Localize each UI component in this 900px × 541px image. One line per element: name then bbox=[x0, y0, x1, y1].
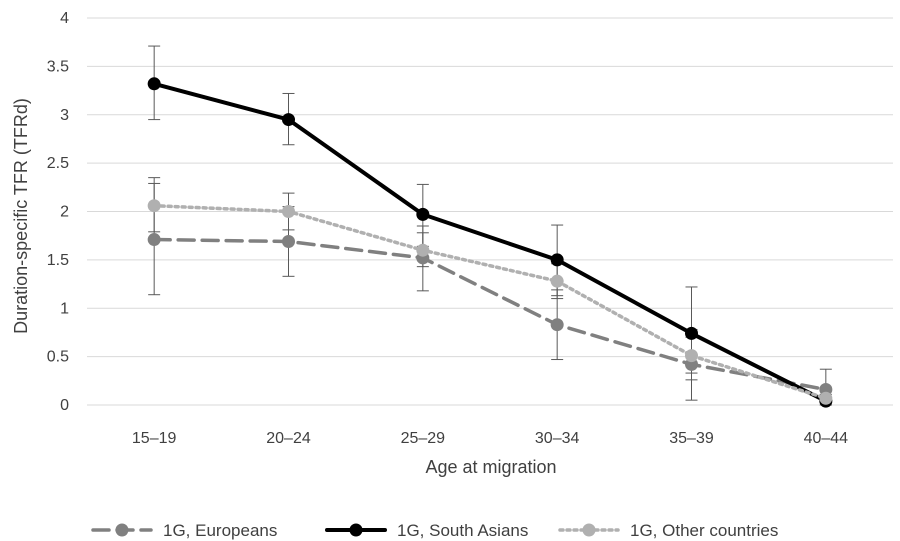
series-markers bbox=[147, 77, 833, 408]
data-point bbox=[282, 205, 295, 218]
y-tick-label: 1.5 bbox=[47, 252, 69, 269]
x-tick-label: 30–34 bbox=[535, 430, 580, 447]
x-tick-label: 40–44 bbox=[804, 430, 849, 447]
data-point bbox=[416, 243, 430, 257]
x-tick-labels: 15–19 20–24 25–29 30–34 35–39 40–44 bbox=[132, 430, 848, 447]
data-point bbox=[550, 253, 564, 267]
series-line bbox=[152, 81, 828, 404]
y-tick-label: 3.5 bbox=[47, 58, 69, 75]
legend-item: 1G, Other countries bbox=[558, 521, 778, 540]
data-point bbox=[685, 326, 698, 340]
y-tick-label: 1 bbox=[60, 300, 69, 317]
y-axis-title: Duration-specific TFR (TFRd) bbox=[11, 98, 31, 334]
legend-label: 1G, Other countries bbox=[630, 521, 778, 540]
legend-marker bbox=[349, 523, 363, 537]
x-tick-label: 35–39 bbox=[669, 430, 714, 447]
x-tick-label: 15–19 bbox=[132, 430, 177, 447]
data-point bbox=[282, 113, 295, 127]
y-tick-label: 3 bbox=[60, 107, 69, 124]
gridlines bbox=[87, 17, 893, 406]
data-point bbox=[416, 207, 430, 221]
legend-item: 1G, South Asians bbox=[325, 521, 528, 540]
series-line bbox=[152, 237, 828, 392]
data-point bbox=[282, 234, 295, 248]
series-lines bbox=[152, 81, 828, 404]
y-tick-label: 0 bbox=[60, 397, 69, 414]
data-point bbox=[147, 77, 161, 91]
data-point bbox=[147, 199, 161, 213]
data-point bbox=[819, 391, 833, 405]
y-tick-label: 4 bbox=[60, 10, 69, 27]
data-point bbox=[147, 233, 161, 247]
data-point bbox=[550, 274, 564, 288]
legend-marker bbox=[115, 523, 129, 537]
y-tick-label: 2.5 bbox=[47, 155, 69, 172]
y-tick-label: 2 bbox=[60, 204, 69, 221]
legend-marker bbox=[582, 523, 596, 537]
legend-item: 1G, Europeans bbox=[91, 521, 277, 540]
legend: 1G, Europeans 1G, South Asians 1G, Other c… bbox=[91, 521, 778, 540]
x-tick-label: 20–24 bbox=[266, 430, 311, 447]
legend-label: 1G, South Asians bbox=[397, 521, 528, 540]
y-tick-labels: 0 0.5 1 1.5 2 2.5 3 3.5 4 bbox=[47, 10, 69, 414]
data-point bbox=[550, 318, 564, 332]
y-tick-label: 0.5 bbox=[47, 349, 69, 366]
legend-label: 1G, Europeans bbox=[163, 521, 277, 540]
data-point bbox=[685, 349, 698, 363]
series-line bbox=[152, 203, 828, 400]
x-axis-title: Age at migration bbox=[425, 457, 556, 477]
x-tick-label: 25–29 bbox=[401, 430, 446, 447]
